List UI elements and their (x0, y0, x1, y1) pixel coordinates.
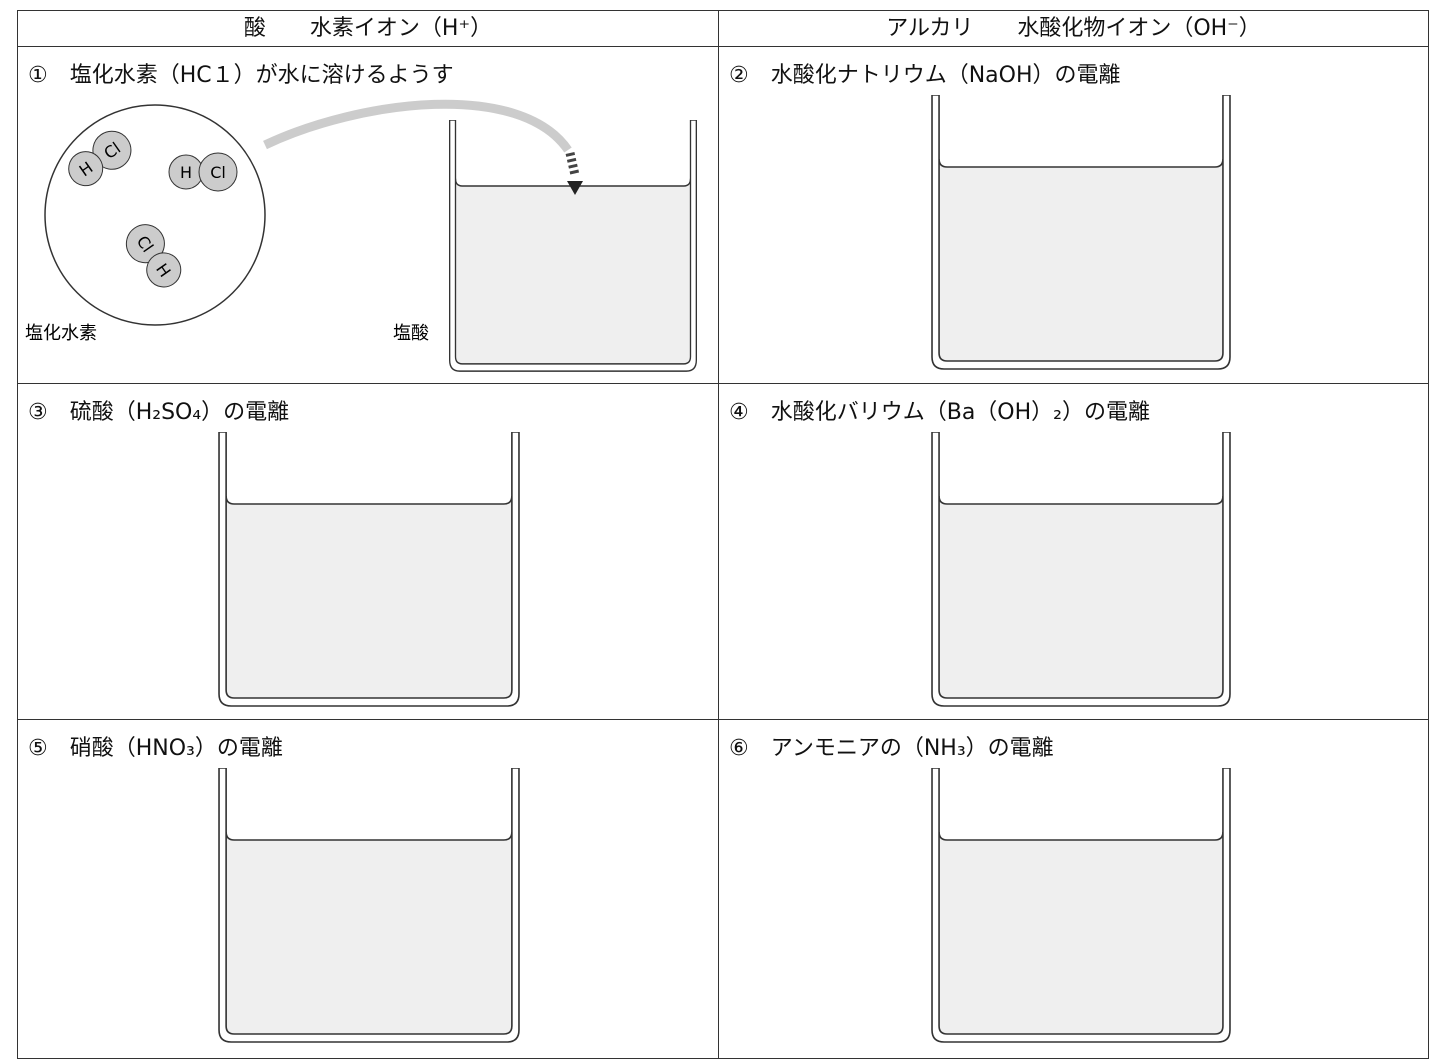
cell-title: ① 塩化水素（HC１）が水に溶けるようす (28, 63, 454, 88)
table-cell: ② 水酸化ナトリウム（NaOH）の電離 (718, 46, 1429, 384)
table-cell: ④ 水酸化バリウム（Ba（OH）₂）の電離 (718, 383, 1429, 720)
cell-title: ④ 水酸化バリウム（Ba（OH）₂）の電離 (729, 400, 1150, 425)
cell-title: ⑥ アンモニアの（NH₃）の電離 (729, 736, 1054, 761)
table-cell: ③ 硫酸（H₂SO₄）の電離 (17, 383, 719, 720)
header-cell: アルカリ 水酸化物イオン（OH⁻） (718, 10, 1429, 47)
cell-title: ⑤ 硝酸（HNO₃）の電離 (28, 736, 283, 761)
table-cell: ⑤ 硝酸（HNO₃）の電離 (17, 719, 719, 1059)
table-cell: ⑥ アンモニアの（NH₃）の電離 (718, 719, 1429, 1059)
cell-title: ③ 硫酸（H₂SO₄）の電離 (28, 400, 290, 425)
header-cell: 酸 水素イオン（H⁺） (17, 10, 719, 47)
table-cell: ① 塩化水素（HC１）が水に溶けるようす (17, 46, 719, 384)
cell-title: ② 水酸化ナトリウム（NaOH）の電離 (729, 63, 1121, 88)
